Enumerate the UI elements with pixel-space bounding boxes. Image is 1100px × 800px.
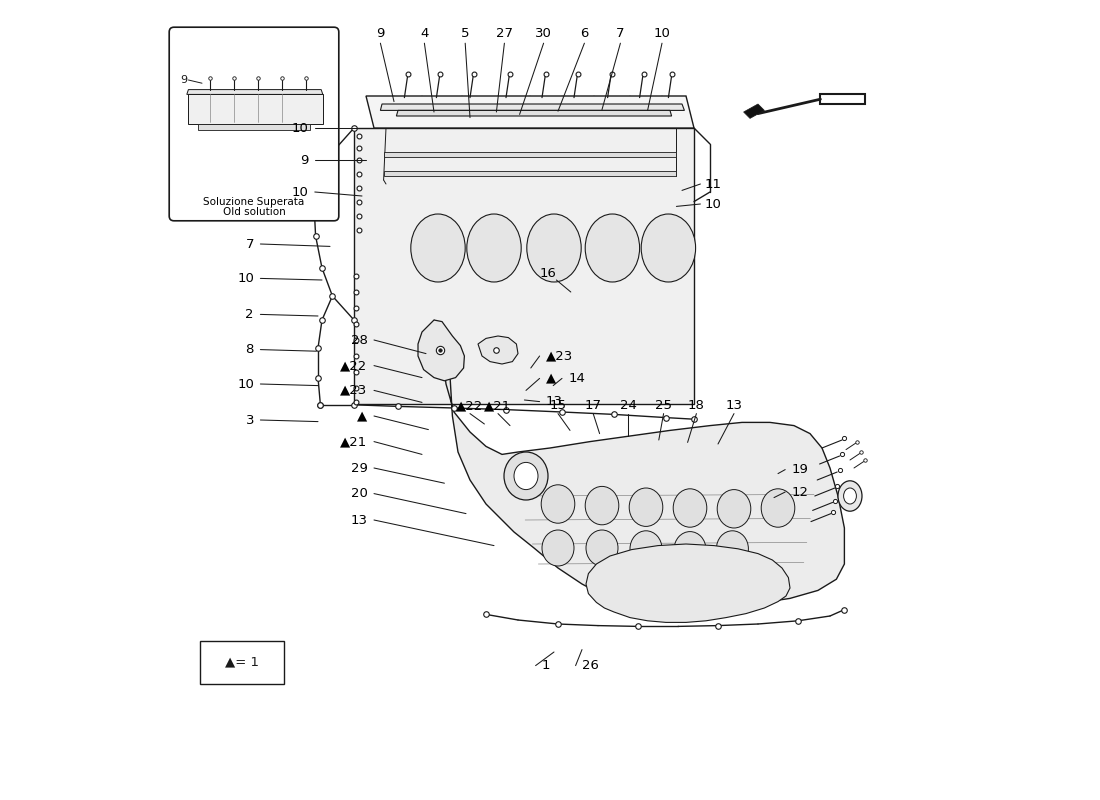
Text: eurospares: eurospares bbox=[629, 466, 823, 494]
FancyBboxPatch shape bbox=[199, 641, 285, 684]
Polygon shape bbox=[586, 544, 790, 622]
Polygon shape bbox=[188, 94, 322, 124]
Text: 26: 26 bbox=[582, 659, 598, 672]
Text: 19: 19 bbox=[792, 463, 808, 476]
Text: 10: 10 bbox=[238, 378, 254, 390]
Ellipse shape bbox=[629, 488, 663, 526]
Text: 27: 27 bbox=[496, 27, 513, 40]
Text: 10: 10 bbox=[653, 27, 670, 40]
Polygon shape bbox=[366, 96, 694, 128]
Text: 1: 1 bbox=[542, 659, 550, 672]
Text: 25: 25 bbox=[656, 399, 672, 412]
Text: ▲: ▲ bbox=[546, 372, 557, 385]
Text: ▲23: ▲23 bbox=[340, 384, 367, 397]
Text: 3: 3 bbox=[245, 414, 254, 426]
Text: ▲21: ▲21 bbox=[340, 435, 367, 448]
Text: 16: 16 bbox=[540, 267, 557, 280]
Text: Old solution: Old solution bbox=[222, 207, 285, 217]
Ellipse shape bbox=[761, 489, 795, 527]
Ellipse shape bbox=[466, 214, 521, 282]
Ellipse shape bbox=[641, 214, 695, 282]
Text: 5: 5 bbox=[461, 27, 470, 40]
Ellipse shape bbox=[514, 462, 538, 490]
Text: 10: 10 bbox=[292, 186, 308, 198]
Ellipse shape bbox=[674, 532, 706, 568]
Ellipse shape bbox=[673, 489, 707, 527]
Polygon shape bbox=[478, 336, 518, 364]
Ellipse shape bbox=[844, 488, 857, 504]
Text: 30: 30 bbox=[536, 27, 552, 40]
Text: ▲= 1: ▲= 1 bbox=[226, 656, 258, 669]
Text: 28: 28 bbox=[351, 334, 367, 346]
Polygon shape bbox=[381, 104, 684, 110]
Text: ▲22: ▲22 bbox=[340, 359, 367, 372]
Ellipse shape bbox=[716, 531, 748, 566]
Ellipse shape bbox=[838, 481, 862, 511]
Text: 10: 10 bbox=[704, 198, 722, 210]
Text: ▲23: ▲23 bbox=[546, 350, 573, 362]
Text: 9: 9 bbox=[180, 75, 187, 85]
Ellipse shape bbox=[585, 486, 619, 525]
Text: 7: 7 bbox=[245, 238, 254, 250]
Text: 11: 11 bbox=[704, 178, 722, 190]
Text: 7: 7 bbox=[616, 27, 625, 40]
Text: ▲: ▲ bbox=[358, 410, 367, 422]
Text: 13: 13 bbox=[351, 514, 367, 526]
Text: 20: 20 bbox=[351, 487, 367, 500]
Polygon shape bbox=[434, 320, 845, 608]
Text: eurospares: eurospares bbox=[382, 242, 574, 270]
Polygon shape bbox=[396, 110, 672, 116]
Ellipse shape bbox=[541, 485, 575, 523]
Text: 29: 29 bbox=[351, 462, 367, 474]
Text: 18: 18 bbox=[688, 399, 705, 412]
Text: 24: 24 bbox=[620, 399, 637, 412]
Polygon shape bbox=[821, 94, 866, 104]
Ellipse shape bbox=[630, 531, 662, 566]
Text: 10: 10 bbox=[238, 272, 254, 285]
Polygon shape bbox=[187, 90, 322, 94]
Polygon shape bbox=[384, 171, 676, 176]
Text: 2: 2 bbox=[245, 308, 254, 321]
Text: 12: 12 bbox=[792, 486, 808, 498]
Ellipse shape bbox=[542, 530, 574, 566]
Text: 13: 13 bbox=[546, 395, 563, 408]
Ellipse shape bbox=[527, 214, 581, 282]
Text: 6: 6 bbox=[580, 27, 588, 40]
Ellipse shape bbox=[585, 214, 639, 282]
Text: 15: 15 bbox=[550, 399, 566, 412]
Text: 13: 13 bbox=[726, 399, 742, 412]
Text: 17: 17 bbox=[585, 399, 602, 412]
Ellipse shape bbox=[410, 214, 465, 282]
Text: 14: 14 bbox=[569, 372, 585, 385]
Text: ▲22: ▲22 bbox=[456, 399, 484, 412]
Polygon shape bbox=[418, 320, 464, 381]
Text: Soluzione Superata: Soluzione Superata bbox=[204, 197, 305, 206]
Polygon shape bbox=[744, 104, 764, 118]
Text: 4: 4 bbox=[420, 27, 429, 40]
Polygon shape bbox=[384, 152, 676, 157]
Text: 10: 10 bbox=[292, 122, 308, 134]
Ellipse shape bbox=[717, 490, 751, 528]
Text: 8: 8 bbox=[245, 343, 254, 356]
Polygon shape bbox=[198, 124, 310, 130]
FancyBboxPatch shape bbox=[169, 27, 339, 221]
Polygon shape bbox=[354, 128, 694, 404]
Ellipse shape bbox=[504, 452, 548, 500]
Ellipse shape bbox=[586, 530, 618, 566]
Text: 9: 9 bbox=[376, 27, 385, 40]
Text: 9: 9 bbox=[300, 154, 308, 166]
Text: ▲21: ▲21 bbox=[484, 399, 512, 412]
